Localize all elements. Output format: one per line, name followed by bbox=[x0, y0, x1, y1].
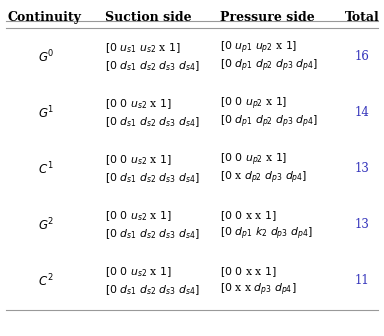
Text: Suction side: Suction side bbox=[105, 11, 192, 24]
Text: $C^1$: $C^1$ bbox=[38, 161, 54, 177]
Text: $G^1$: $G^1$ bbox=[38, 105, 54, 121]
Text: Continuity: Continuity bbox=[8, 11, 82, 24]
Text: $[0\ 0\ u_{s2}$ x $1]$: $[0\ 0\ u_{s2}$ x $1]$ bbox=[105, 265, 172, 279]
Text: $[0\ d_{s1}\ d_{s2}\ d_{s3}\ d_{s4}]$: $[0\ d_{s1}\ d_{s2}\ d_{s3}\ d_{s4}]$ bbox=[105, 59, 200, 73]
Text: 11: 11 bbox=[355, 275, 369, 288]
Text: $[0\ 0$ x x $1]$: $[0\ 0$ x x $1]$ bbox=[220, 209, 276, 223]
Text: 14: 14 bbox=[354, 107, 369, 120]
Text: $G^2$: $G^2$ bbox=[38, 217, 54, 233]
Text: $[0\ d_{p1}\ d_{p2}\ d_{p3}\ d_{p4}]$: $[0\ d_{p1}\ d_{p2}\ d_{p3}\ d_{p4}]$ bbox=[220, 58, 318, 74]
Text: $[0\ 0\ u_{p2}$ x $1]$: $[0\ 0\ u_{p2}$ x $1]$ bbox=[220, 152, 287, 168]
Text: $[0\ 0\ u_{s2}$ x $1]$: $[0\ 0\ u_{s2}$ x $1]$ bbox=[105, 97, 172, 111]
Text: Pressure side: Pressure side bbox=[220, 11, 315, 24]
Text: 16: 16 bbox=[354, 50, 369, 64]
Text: $[0\ d_{s1}\ d_{s2}\ d_{s3}\ d_{s4}]$: $[0\ d_{s1}\ d_{s2}\ d_{s3}\ d_{s4}]$ bbox=[105, 115, 200, 129]
Text: $[0\ 0$ x x $1]$: $[0\ 0$ x x $1]$ bbox=[220, 265, 276, 279]
Text: $[0\ d_{p1}\ k_2\ d_{p3}\ d_{p4}]$: $[0\ d_{p1}\ k_2\ d_{p3}\ d_{p4}]$ bbox=[220, 226, 313, 242]
Text: Total: Total bbox=[344, 11, 379, 24]
Text: $[0\ d_{s1}\ d_{s2}\ d_{s3}\ d_{s4}]$: $[0\ d_{s1}\ d_{s2}\ d_{s3}\ d_{s4}]$ bbox=[105, 227, 200, 241]
Text: $[0\ 0\ u_{s2}$ x $1]$: $[0\ 0\ u_{s2}$ x $1]$ bbox=[105, 209, 172, 223]
Text: $G^0$: $G^0$ bbox=[38, 49, 54, 65]
Text: $[0\ d_{p1}\ d_{p2}\ d_{p3}\ d_{p4}]$: $[0\ d_{p1}\ d_{p2}\ d_{p3}\ d_{p4}]$ bbox=[220, 114, 318, 130]
Text: $[0\ 0\ u_{s2}$ x $1]$: $[0\ 0\ u_{s2}$ x $1]$ bbox=[105, 153, 172, 167]
Text: $[0\ u_{s1}\ u_{s2}$ x $1]$: $[0\ u_{s1}\ u_{s2}$ x $1]$ bbox=[105, 41, 180, 55]
Text: $[0\ 0\ u_{p2}$ x $1]$: $[0\ 0\ u_{p2}$ x $1]$ bbox=[220, 96, 287, 112]
Text: $C^2$: $C^2$ bbox=[38, 273, 54, 289]
Text: $[0\ d_{s1}\ d_{s2}\ d_{s3}\ d_{s4}]$: $[0\ d_{s1}\ d_{s2}\ d_{s3}\ d_{s4}]$ bbox=[105, 283, 200, 297]
Text: 13: 13 bbox=[354, 218, 369, 232]
Text: $[0\ d_{s1}\ d_{s2}\ d_{s3}\ d_{s4}]$: $[0\ d_{s1}\ d_{s2}\ d_{s3}\ d_{s4}]$ bbox=[105, 171, 200, 185]
Text: 13: 13 bbox=[354, 163, 369, 175]
Text: $[0\ u_{p1}\ u_{p2}$ x $1]$: $[0\ u_{p1}\ u_{p2}$ x $1]$ bbox=[220, 40, 297, 56]
Text: $[0$ x $d_{p2}\ d_{p3}\ d_{p4}]$: $[0$ x $d_{p2}\ d_{p3}\ d_{p4}]$ bbox=[220, 170, 307, 186]
Text: $[0$ x x $d_{p3}\ d_{p4}]$: $[0$ x x $d_{p3}\ d_{p4}]$ bbox=[220, 282, 296, 298]
